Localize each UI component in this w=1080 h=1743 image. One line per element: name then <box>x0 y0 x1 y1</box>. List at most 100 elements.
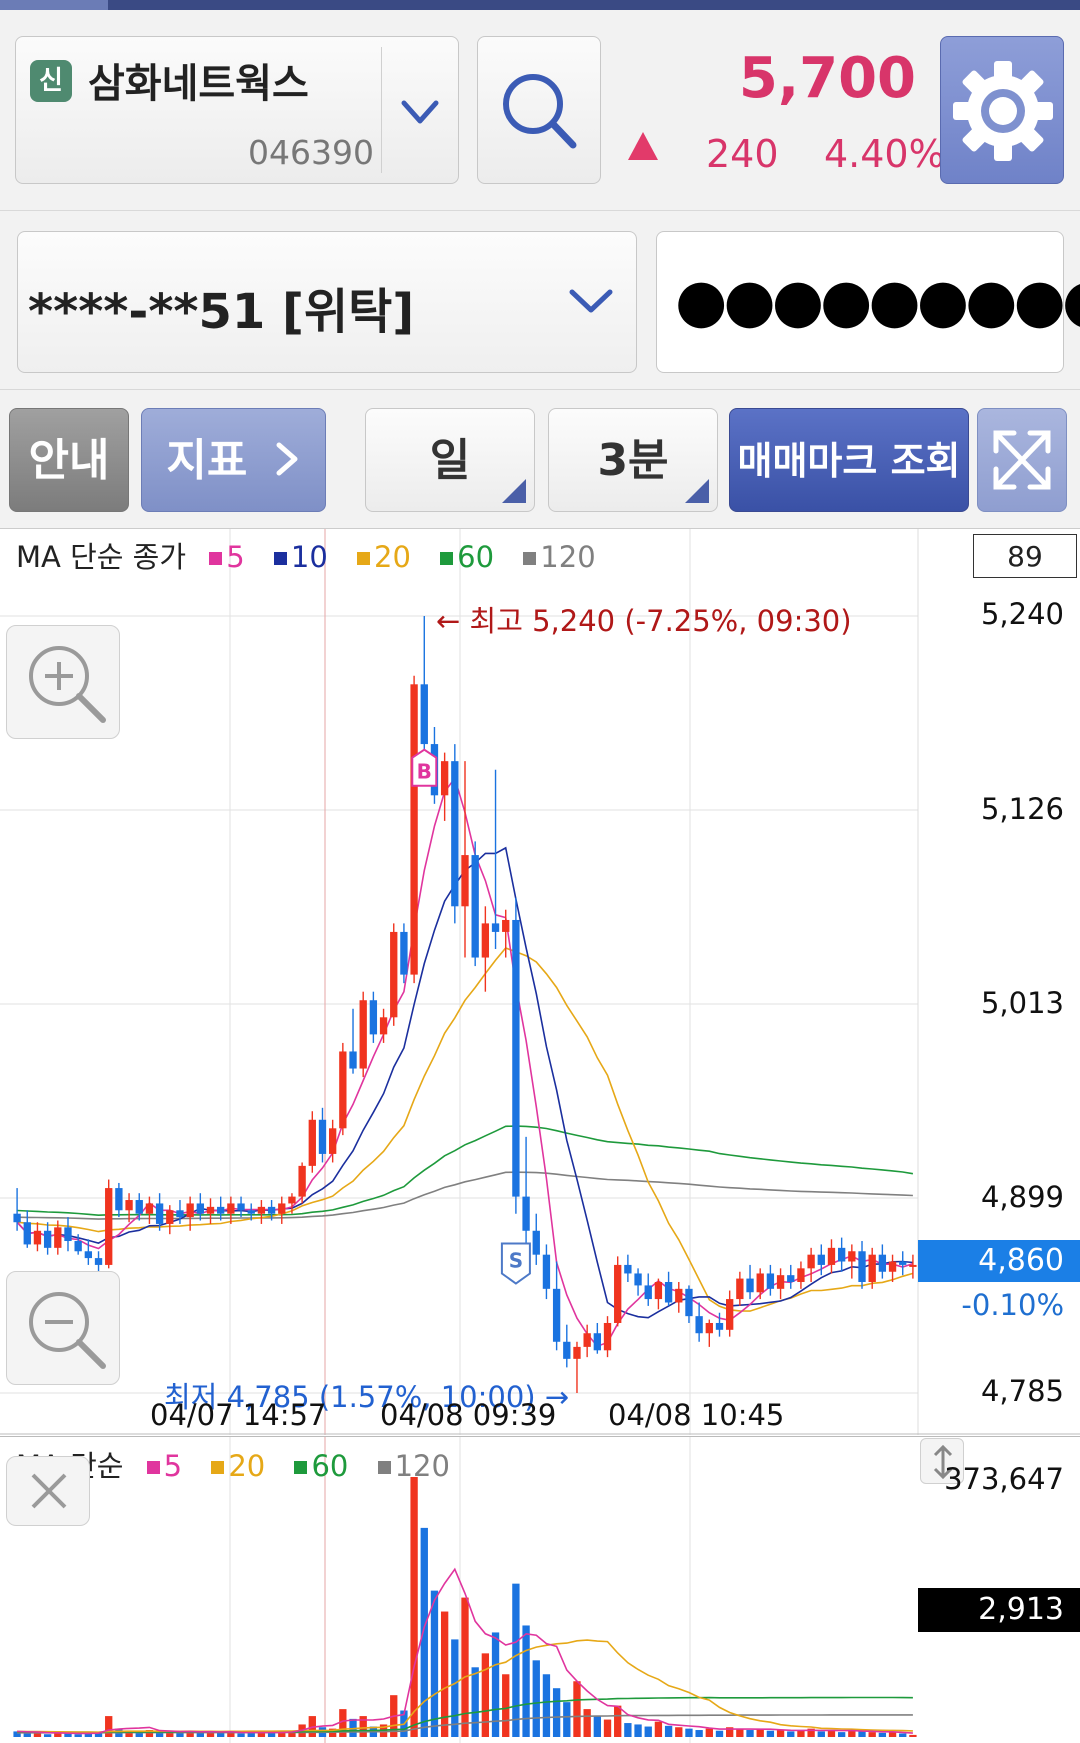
candle-body <box>532 1230 540 1255</box>
candle-body <box>664 1282 673 1303</box>
candle-body <box>695 1316 703 1334</box>
password-field[interactable]: ●●●●●●●●● <box>656 231 1080 373</box>
volume-bar <box>858 1731 866 1737</box>
volume-bar <box>186 1730 194 1737</box>
zoom-in-button[interactable] <box>6 625 120 739</box>
candle-body <box>237 1203 245 1211</box>
candle-body <box>176 1210 184 1218</box>
candle-body <box>339 1051 347 1129</box>
fullscreen-button[interactable] <box>977 408 1067 512</box>
candle-body <box>390 931 398 1018</box>
candle-body <box>206 1206 215 1214</box>
volume-bar <box>837 1732 846 1737</box>
volume-bar <box>797 1730 805 1737</box>
high-annotation: ← 최고 5,240 (-7.25%, 09:30) <box>436 604 852 638</box>
volume-bar <box>817 1731 825 1737</box>
volume-bar <box>715 1730 724 1737</box>
candle-body <box>512 919 520 1197</box>
volume-bar <box>84 1732 93 1737</box>
legend-ma120: 120 <box>515 540 601 574</box>
candle-body <box>837 1247 846 1262</box>
close-volume-button[interactable] <box>6 1456 90 1526</box>
volume-bar <box>206 1731 215 1737</box>
legend-title: MA 단순 종가 <box>16 540 187 574</box>
indicator-button[interactable]: 지표 <box>141 408 326 512</box>
expand-icon <box>993 430 1051 490</box>
legend-ma5: 5 <box>201 540 250 574</box>
buy-marker <box>411 748 438 787</box>
candle-body <box>899 1261 907 1265</box>
volume-bar <box>807 1728 815 1737</box>
volume-bar <box>145 1730 154 1737</box>
zoom-out-button[interactable] <box>6 1271 120 1385</box>
ma20-line <box>17 947 914 1312</box>
gear-icon <box>953 61 1053 161</box>
candle-body <box>410 684 418 975</box>
candle-count: 89 <box>973 534 1077 578</box>
candle-body <box>542 1254 551 1289</box>
candle-body <box>267 1206 276 1214</box>
account-number: ****-**51 [위탁] <box>28 284 415 340</box>
price-chart[interactable]: BS <box>0 529 1080 1435</box>
sell-marker <box>500 1242 531 1285</box>
volume-bar <box>756 1729 764 1737</box>
candle-body <box>624 1264 632 1274</box>
volume-bar <box>675 1727 683 1737</box>
interval-label: 3분 <box>597 435 669 486</box>
candle-body <box>481 923 490 958</box>
candle-body <box>563 1341 571 1359</box>
volume-bar <box>471 1667 479 1737</box>
low-annotation: 최저 4,785 (1.57%, 10:00) → <box>164 1380 570 1414</box>
settings-button[interactable] <box>940 36 1064 184</box>
volume-chart-panel[interactable] <box>0 1436 1080 1743</box>
candle-body <box>33 1230 42 1245</box>
candle-body <box>685 1288 693 1317</box>
credit-badge: 신 <box>30 60 72 102</box>
current-price-pct: -0.10% <box>961 1288 1064 1322</box>
trade-mark-button[interactable]: 매매마크 조회 <box>729 408 969 512</box>
candle-body <box>247 1210 255 1214</box>
volume-bar <box>339 1709 347 1737</box>
legend-vol-ma20: 20 <box>203 1449 271 1483</box>
dropdown-corner-icon <box>502 479 526 503</box>
stock-dropdown-button[interactable] <box>381 47 458 173</box>
candle-body <box>888 1261 897 1272</box>
volume-bar <box>552 1688 561 1737</box>
dropdown-corner-icon <box>685 479 709 503</box>
close-icon <box>31 1473 67 1509</box>
guide-button[interactable]: 안내 <box>9 408 129 512</box>
volume-bar <box>888 1732 897 1737</box>
resize-handle[interactable] <box>920 1438 964 1484</box>
volume-max-label: 373,647 <box>944 1462 1064 1496</box>
interval-selector[interactable]: 3분 <box>548 408 718 512</box>
y-label-3: 5,013 <box>980 986 1064 1020</box>
volume-bar <box>685 1728 693 1737</box>
candle-body <box>420 684 428 745</box>
search-button[interactable] <box>477 36 601 184</box>
candle-body <box>135 1200 143 1214</box>
volume-bar <box>624 1723 632 1737</box>
period-label: 일 <box>429 435 471 486</box>
candle-body <box>573 1346 581 1359</box>
candle-body <box>440 761 449 796</box>
status-bar-accent <box>0 0 108 10</box>
volume-chart[interactable] <box>0 1437 1080 1743</box>
volume-bar <box>451 1639 459 1737</box>
chevron-down-icon <box>569 289 613 313</box>
stock-selector[interactable]: 신 삼화네트웍스 046390 <box>15 36 459 184</box>
candle-body <box>23 1222 31 1245</box>
legend-ma60: 60 <box>432 540 500 574</box>
period-selector[interactable]: 일 <box>365 408 535 512</box>
volume-bar <box>54 1732 62 1737</box>
volume-bar <box>420 1527 428 1737</box>
account-selector[interactable]: ****-**51 [위탁] <box>17 231 637 373</box>
volume-bar <box>868 1732 876 1737</box>
candle-body <box>400 931 408 975</box>
sell-marker-label: S <box>509 1249 523 1273</box>
volume-bar <box>491 1632 500 1737</box>
volume-bar <box>614 1705 622 1737</box>
volume-bar <box>502 1674 510 1737</box>
search-icon <box>503 74 577 149</box>
y-label-4: 4,899 <box>980 1180 1064 1214</box>
